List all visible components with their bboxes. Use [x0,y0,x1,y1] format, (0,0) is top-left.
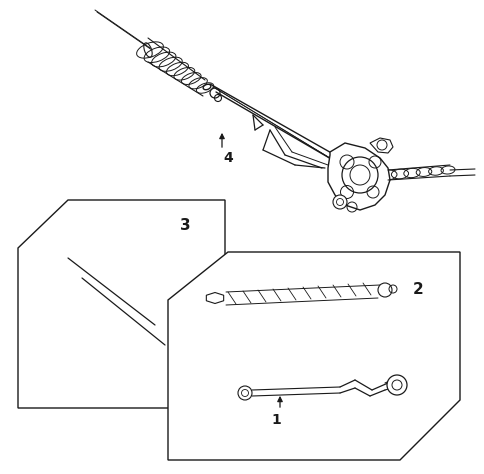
Circle shape [341,157,377,193]
Polygon shape [18,200,225,408]
Circle shape [377,283,391,297]
Text: 1: 1 [271,413,280,427]
Circle shape [238,386,252,400]
Circle shape [333,195,346,209]
Text: 4: 4 [223,151,232,165]
Text: 3: 3 [179,218,190,233]
Circle shape [386,375,406,395]
Polygon shape [327,143,389,210]
Polygon shape [167,252,459,460]
Polygon shape [369,138,392,153]
Polygon shape [206,292,223,303]
Text: 2: 2 [412,283,423,298]
